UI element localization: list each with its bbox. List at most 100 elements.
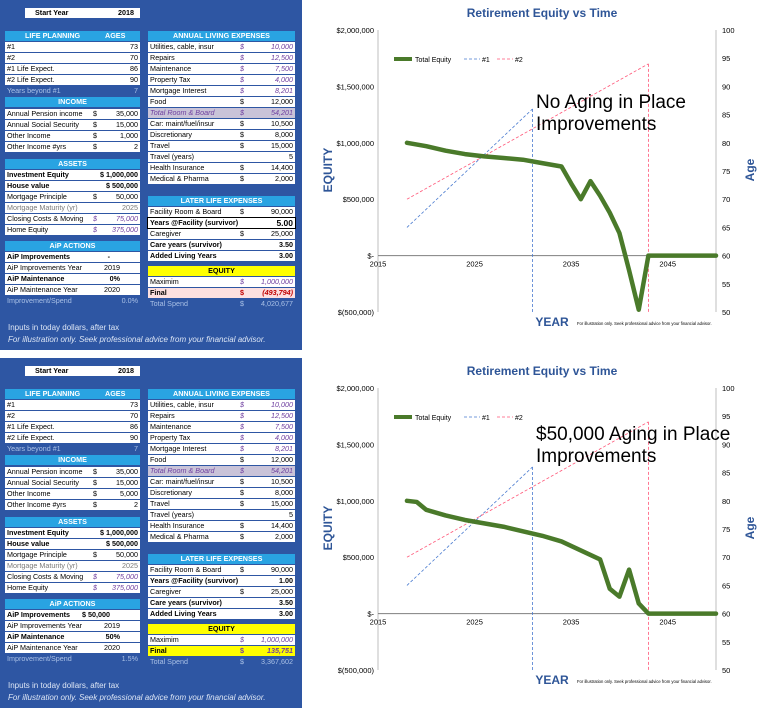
income-value: 1,000 [120, 131, 138, 140]
mortgage-maturity-row[interactable]: Mortgage Maturity (yr) 2025 [5, 561, 140, 571]
years-facility-row[interactable]: Years @Facility (survivor) 1.00 [148, 576, 295, 586]
series-1-line [406, 466, 533, 586]
expense-row[interactable]: Utilities, cable, insur $10,000 [148, 400, 295, 410]
expense-value: 2,000 [275, 532, 293, 541]
expense-row[interactable]: Food $12,000 [148, 455, 295, 465]
expense-row[interactable]: Mortgage Interest $8,201 [148, 86, 295, 96]
expense-label: Travel [150, 499, 170, 508]
expense-row[interactable]: Repairs $12,500 [148, 53, 295, 63]
life-row[interactable]: #2 70 [5, 411, 140, 421]
income-row[interactable]: Other Income $1,000 [5, 131, 140, 141]
house-value-row[interactable]: House value $ 500,000 [5, 181, 140, 191]
income-row[interactable]: Annual Pension income $35,000 [5, 467, 140, 477]
life-row[interactable]: #2 70 [5, 53, 140, 63]
expense-row[interactable]: Repairs $12,500 [148, 411, 295, 421]
home-equity-row[interactable]: Home Equity $375,000 [5, 225, 140, 235]
total-room-board-value: 54,201 [271, 466, 293, 475]
expense-row[interactable]: Discretionary $8,000 [148, 130, 295, 140]
life-row[interactable]: #1 Life Expect. 86 [5, 422, 140, 432]
life-value: 90 [130, 433, 138, 442]
income-row[interactable]: Other Income #yrs $2 [5, 500, 140, 510]
scenario-aip-50000: Start Year 2018 LIFE PLANNING AGES #1 73 #2 70 #… [0, 358, 768, 708]
series-2-line [406, 421, 649, 558]
income-row[interactable]: Annual Social Security $15,000 [5, 120, 140, 130]
total-spend-row: Total Spend $3,367,602 [148, 657, 295, 667]
aip-maintenance-year-row[interactable]: AiP Maintenance Year 2020 [5, 285, 140, 295]
added-years-row[interactable]: Added Living Years 3.00 [148, 251, 295, 261]
travel-years-row[interactable]: Travel (years) 5 [148, 510, 295, 520]
start-year-row[interactable]: Start Year 2018 [25, 8, 140, 18]
aip-year-row[interactable]: AiP Improvements Year 2019 [5, 621, 140, 631]
expense-row[interactable]: Property Tax $4,000 [148, 75, 295, 85]
living-expenses-title: ANNUAL LIVING EXPENSES [173, 31, 270, 40]
expense-row[interactable]: Medical & Pharma $2,000 [148, 532, 295, 542]
dollar-sign: $ [240, 635, 244, 644]
aip-improvements-row[interactable]: AiP Improvements - [5, 252, 140, 262]
start-year-row[interactable]: Start Year 2018 [25, 366, 140, 376]
expense-row[interactable]: Travel $15,000 [148, 499, 295, 509]
life-row[interactable]: #1 73 [5, 400, 140, 410]
life-row[interactable]: #2 Life Expect. 90 [5, 433, 140, 443]
caregiver-row[interactable]: Caregiver $25,000 [148, 587, 295, 597]
aip-maintenance-row[interactable]: AiP Maintenance 50% [5, 632, 140, 642]
life-row[interactable]: #1 Life Expect. 86 [5, 64, 140, 74]
mortgage-maturity-value: 2025 [122, 561, 138, 570]
expense-row[interactable]: Maintenance $7,500 [148, 422, 295, 432]
expense-row[interactable]: Discretionary $8,000 [148, 488, 295, 498]
investment-equity-row[interactable]: Investment Equity $ 1,000,000 [5, 528, 140, 538]
dollar-sign: $ [240, 108, 244, 117]
investment-equity-label: Investment Equity [7, 528, 69, 537]
expense-row[interactable]: Travel $15,000 [148, 141, 295, 151]
expense-row[interactable]: Utilities, cable, insur $10,000 [148, 42, 295, 52]
expense-row[interactable]: Food $12,000 [148, 97, 295, 107]
facility-row[interactable]: Facility Room & Board $90,000 [148, 565, 295, 575]
mortgage-principle-label: Mortgage Principle [7, 550, 67, 559]
y2-tick-label: 65 [722, 223, 730, 232]
aip-maintenance-year-row[interactable]: AiP Maintenance Year 2020 [5, 643, 140, 653]
expense-row[interactable]: Medical & Pharma $2,000 [148, 174, 295, 184]
aip-improvements-row[interactable]: AiP Improvements $ 50,000 [5, 610, 140, 620]
expense-row[interactable]: Mortgage Interest $8,201 [148, 444, 295, 454]
years-facility-row[interactable]: Years @Facility (survivor) 5.00 [147, 217, 296, 229]
added-years-row[interactable]: Added Living Years 3.00 [148, 609, 295, 619]
home-equity-row[interactable]: Home Equity $375,000 [5, 583, 140, 593]
aip-year-row[interactable]: AiP Improvements Year 2019 [5, 263, 140, 273]
expense-row[interactable]: Car: maint/fuel/insur $10,500 [148, 477, 295, 487]
equity-header: EQUITY [148, 624, 295, 634]
travel-years-row[interactable]: Travel (years) 5 [148, 152, 295, 162]
life-value: 70 [130, 53, 138, 62]
care-years-row[interactable]: Care years (survivor) 3.50 [148, 598, 295, 608]
house-value-row[interactable]: House value $ 500,000 [5, 539, 140, 549]
closing-costs-row[interactable]: Closing Costs & Moving $75,000 [5, 214, 140, 224]
mortgage-principle-row[interactable]: Mortgage Principle $50,000 [5, 550, 140, 560]
dollar-sign: $ [240, 433, 244, 442]
care-years-label: Care years (survivor) [150, 598, 222, 607]
care-years-row[interactable]: Care years (survivor) 3.50 [148, 240, 295, 250]
expense-row[interactable]: Maintenance $7,500 [148, 64, 295, 74]
expense-row[interactable]: Property Tax $4,000 [148, 433, 295, 443]
y-tick-label: $2,000,000 [336, 384, 374, 393]
expense-row[interactable]: Health Insurance $14,400 [148, 163, 295, 173]
income-row[interactable]: Other Income #yrs $2 [5, 142, 140, 152]
mortgage-principle-row[interactable]: Mortgage Principle $50,000 [5, 192, 140, 202]
mortgage-maturity-row[interactable]: Mortgage Maturity (yr) 2025 [5, 203, 140, 213]
life-row[interactable]: #1 73 [5, 42, 140, 52]
life-row[interactable]: #2 Life Expect. 90 [5, 75, 140, 85]
closing-costs-row[interactable]: Closing Costs & Moving $75,000 [5, 572, 140, 582]
income-row[interactable]: Annual Social Security $15,000 [5, 478, 140, 488]
income-row[interactable]: Other Income $5,000 [5, 489, 140, 499]
y2-tick-label: 75 [722, 525, 730, 534]
aip-maintenance-row[interactable]: AiP Maintenance 0% [5, 274, 140, 284]
expense-value: 14,400 [271, 163, 293, 172]
caregiver-row[interactable]: Caregiver $25,000 [148, 229, 295, 239]
expense-row[interactable]: Health Insurance $14,400 [148, 521, 295, 531]
expense-row[interactable]: Car: maint/fuel/insur $10,500 [148, 119, 295, 129]
closing-costs-value: 75,000 [116, 572, 138, 581]
mortgage-principle-value: 50,000 [116, 550, 138, 559]
investment-equity-row[interactable]: Investment Equity $ 1,000,000 [5, 170, 140, 180]
facility-row[interactable]: Facility Room & Board $90,000 [148, 207, 295, 217]
dollar-sign: $ [240, 488, 244, 497]
maximim-label: Maximim [150, 277, 179, 286]
aip-maintenance-value: 0% [109, 274, 120, 283]
income-row[interactable]: Annual Pension income $35,000 [5, 109, 140, 119]
